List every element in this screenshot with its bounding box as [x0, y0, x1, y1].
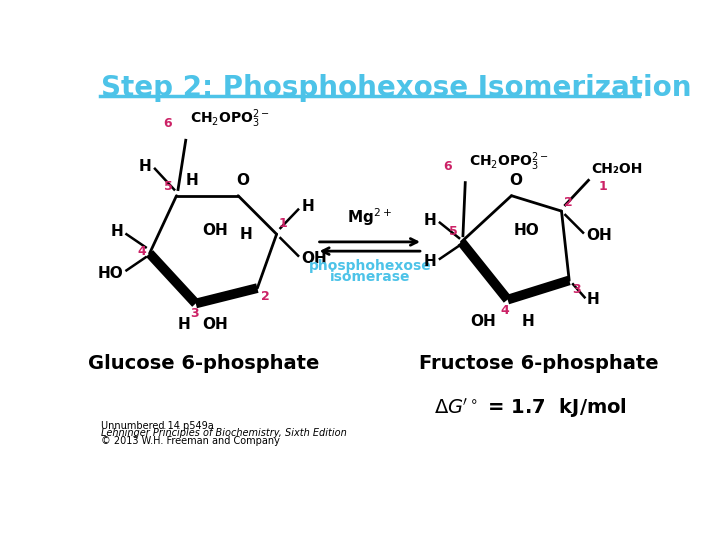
Text: 3: 3	[572, 283, 581, 296]
Text: H: H	[111, 225, 123, 239]
Text: OH: OH	[470, 314, 496, 328]
Text: CH₂OH: CH₂OH	[590, 161, 642, 176]
Text: Step 2: Phosphohexose Isomerization: Step 2: Phosphohexose Isomerization	[101, 74, 691, 102]
Text: H: H	[424, 254, 437, 268]
Text: H: H	[186, 173, 199, 188]
Text: Lehninger Principles of Biochemistry, Sixth Edition: Lehninger Principles of Biochemistry, Si…	[101, 428, 347, 438]
Text: O: O	[509, 173, 522, 188]
Text: 6: 6	[443, 160, 451, 173]
Text: HO: HO	[98, 266, 123, 281]
Text: 1: 1	[598, 180, 607, 193]
Text: 4: 4	[137, 245, 145, 259]
Text: 1: 1	[279, 217, 288, 231]
Text: O: O	[236, 173, 249, 188]
Text: isomerase: isomerase	[330, 271, 410, 285]
Text: H: H	[138, 159, 151, 174]
Text: OH: OH	[202, 223, 228, 238]
Text: H: H	[424, 213, 437, 228]
Text: phosphohexose: phosphohexose	[308, 259, 431, 273]
Text: 6: 6	[163, 117, 172, 130]
Text: 4: 4	[501, 303, 510, 316]
Text: OH: OH	[586, 228, 612, 243]
Text: H: H	[521, 314, 534, 328]
Text: H: H	[586, 292, 599, 307]
Text: 3: 3	[190, 307, 199, 320]
Text: H: H	[178, 318, 191, 332]
Text: © 2013 W.H. Freeman and Company: © 2013 W.H. Freeman and Company	[101, 436, 280, 446]
Text: 5: 5	[449, 225, 457, 238]
Text: CH$_2$OPO$_3^{2-}$: CH$_2$OPO$_3^{2-}$	[469, 150, 549, 173]
Text: CH$_2$OPO$_3^{2-}$: CH$_2$OPO$_3^{2-}$	[189, 107, 269, 130]
Text: H: H	[301, 199, 314, 214]
Text: H: H	[240, 227, 252, 242]
Text: 2: 2	[261, 289, 270, 302]
Text: OH: OH	[202, 318, 228, 332]
Text: Fructose 6-phosphate: Fructose 6-phosphate	[418, 354, 658, 373]
Text: 5: 5	[164, 180, 173, 193]
Text: 2: 2	[564, 196, 572, 209]
Text: OH: OH	[301, 251, 327, 266]
Text: Glucose 6-phosphate: Glucose 6-phosphate	[88, 354, 319, 373]
Text: $\Delta G\mathit{^{\prime\circ}}$ = 1.7  kJ/mol: $\Delta G\mathit{^{\prime\circ}}$ = 1.7 …	[434, 396, 627, 420]
Text: HO: HO	[514, 223, 540, 238]
Text: Mg$^{2+}$: Mg$^{2+}$	[347, 206, 392, 228]
Text: Unnumbered 14 p549a: Unnumbered 14 p549a	[101, 421, 214, 430]
